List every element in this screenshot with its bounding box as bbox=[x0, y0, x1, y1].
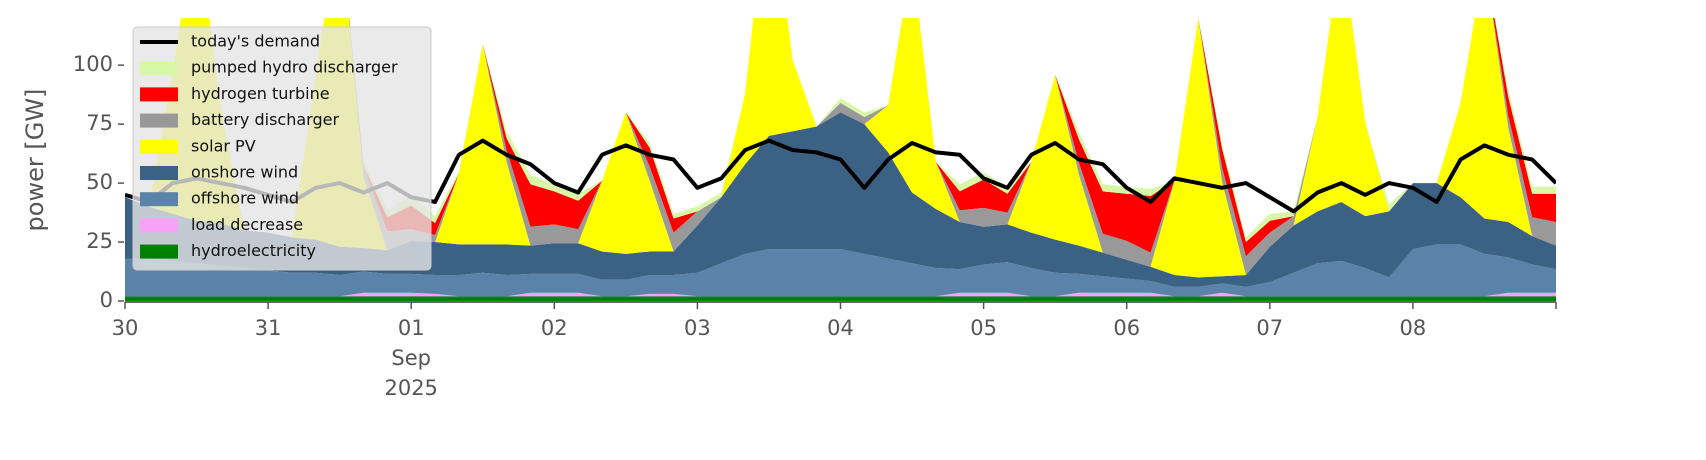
legend-label: battery discharger bbox=[191, 110, 339, 129]
legend-label: pumped hydro discharger bbox=[191, 58, 398, 77]
y-axis-label: power [GW] bbox=[21, 89, 49, 232]
legend-box bbox=[132, 26, 432, 271]
x-tick-label: 04 bbox=[827, 316, 854, 340]
legend-label: hydroelectricity bbox=[191, 241, 316, 260]
y-tick-label: 25 bbox=[86, 229, 113, 253]
y-tick-label: 0 bbox=[100, 288, 113, 312]
x-tick-label: 03 bbox=[684, 316, 711, 340]
x-tick-label: 31 bbox=[255, 316, 282, 340]
legend-label: today's demand bbox=[191, 32, 320, 51]
x-tick-label: 08 bbox=[1400, 316, 1427, 340]
x-tick-sublabel: 2025 bbox=[384, 376, 437, 400]
legend-swatch bbox=[140, 139, 178, 154]
legend: today's demand pumped hydro discharger hyd… bbox=[132, 26, 432, 271]
x-tick-label: 02 bbox=[541, 316, 568, 340]
y-tick-label: 100 bbox=[73, 52, 113, 76]
area bbox=[125, 244, 1556, 297]
legend-swatch bbox=[140, 192, 178, 207]
y-tick-label: 75 bbox=[86, 111, 113, 135]
legend-swatch bbox=[140, 218, 178, 233]
legend-swatch bbox=[140, 244, 178, 259]
legend-swatch bbox=[140, 87, 178, 102]
x-tick-label: 06 bbox=[1113, 316, 1140, 340]
legend-swatch bbox=[140, 166, 178, 180]
x-tick-label: 30 bbox=[112, 316, 139, 340]
x-tick-label: 05 bbox=[970, 316, 997, 340]
area bbox=[125, 292, 1556, 297]
legend-label: load decrease bbox=[191, 215, 303, 234]
legend-label: solar PV bbox=[191, 136, 256, 155]
y-tick-label: 50 bbox=[86, 170, 113, 194]
axes: 0 25 50 75 100 30 31 01 Sep 2025 02 03 04 05 06 07 08 bbox=[73, 52, 1557, 400]
x-tick-label: 01 bbox=[398, 316, 425, 340]
legend-label: hydrogen turbine bbox=[191, 84, 330, 103]
x-tick-sublabel: Sep bbox=[391, 346, 431, 370]
area bbox=[125, 112, 1556, 287]
x-tick-label: 07 bbox=[1256, 316, 1283, 340]
area bbox=[125, 296, 1556, 301]
area bbox=[125, 18, 1556, 278]
legend-label: offshore wind bbox=[191, 189, 299, 208]
legend-label: onshore wind bbox=[191, 163, 298, 182]
legend-swatch bbox=[140, 61, 178, 76]
legend-swatch bbox=[140, 113, 178, 128]
